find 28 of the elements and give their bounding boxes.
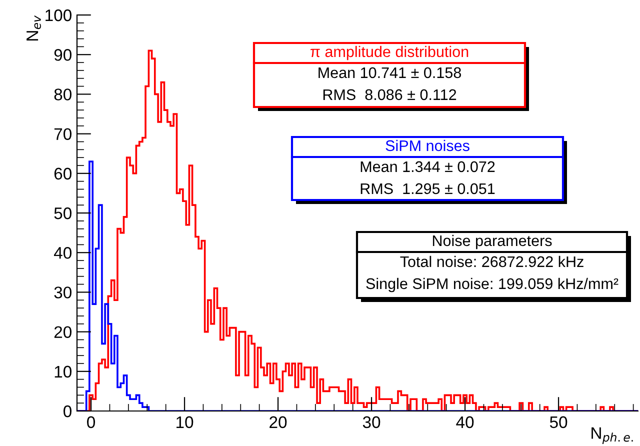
annotation: RMS 1.295 ± 0.051 (360, 183, 495, 194)
annotation: RMS 8.086 ± 0.112 (323, 89, 456, 100)
y-tick-label: 20 (54, 326, 72, 338)
x-tick-label: 50 (550, 416, 568, 428)
x-tick-label: 40 (456, 416, 474, 428)
y-axis-title: N$_{ev}$ (26, 15, 41, 40)
x-axis-title: N$_{ph.e.}$ (592, 427, 633, 444)
y-tick-label: 10 (54, 366, 72, 378)
y-tick-label: 50 (54, 207, 72, 220)
annotation: Mean 10.741 ± 0.158 (318, 67, 461, 78)
annotation: Single SiPM noise: 199.059 kHz/mm² (366, 278, 618, 292)
x-tick-label: 20 (270, 416, 287, 428)
annotation: Total noise: 26872.922 kHz (400, 256, 584, 268)
y-tick-label: 30 (54, 286, 72, 298)
y-tick-label: 40 (54, 247, 72, 259)
x-tick-label: 30 (362, 416, 380, 428)
y-tick-label: 90 (54, 49, 72, 61)
x-tick-label: 10 (176, 416, 194, 428)
y-tick-label: 100 (46, 9, 72, 22)
annotation: Noise parameters (432, 234, 552, 250)
annotation: Mean 1.344 ± 0.072 (360, 161, 495, 172)
y-tick-label: 80 (54, 88, 72, 100)
text: SiPM noises (386, 140, 470, 152)
y-tick-label: 70 (54, 128, 72, 140)
y-tick-label: 0 (64, 405, 72, 418)
text: π amplitude distribution (310, 46, 468, 60)
y-tick-label: 60 (54, 168, 72, 180)
x-tick-label: 0 (87, 416, 96, 428)
